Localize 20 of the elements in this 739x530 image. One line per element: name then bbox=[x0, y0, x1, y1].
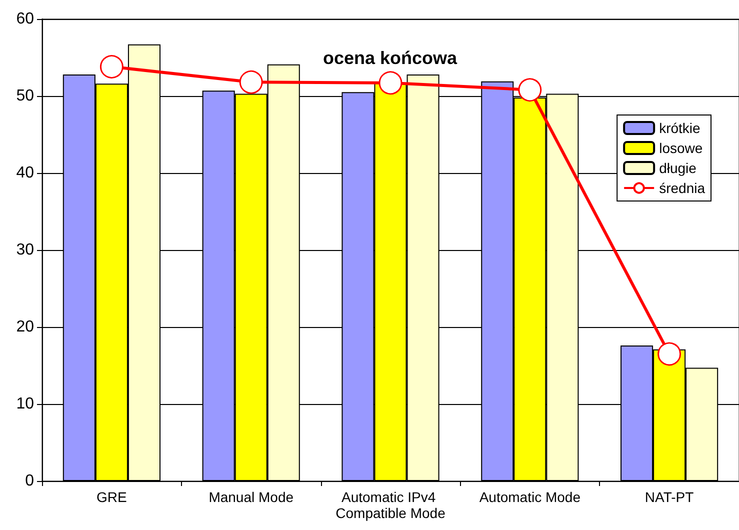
text: ocena końcowa bbox=[323, 48, 458, 68]
legend-label: średnia bbox=[659, 180, 706, 196]
x-tick-label: GRE bbox=[96, 489, 127, 505]
legend-label: krótkie bbox=[659, 120, 701, 136]
y-tick-label: 50 bbox=[16, 88, 34, 104]
y-tick-label: 40 bbox=[16, 164, 34, 182]
y-tick-label: 30 bbox=[16, 242, 34, 258]
x-tick-label: Manual Mode bbox=[208, 489, 294, 505]
point bbox=[658, 342, 682, 366]
x-tick-label: Automatic IPv4 Compatible Mode bbox=[336, 489, 446, 521]
point bbox=[518, 78, 542, 102]
point bbox=[378, 71, 402, 95]
legend-label: losowe bbox=[659, 140, 703, 156]
y-tick-label: 60 bbox=[16, 10, 34, 28]
y-tick-label: 0 bbox=[25, 472, 34, 490]
x-tick-label: Automatic Mode bbox=[479, 489, 581, 505]
y-tick-label: 20 bbox=[16, 318, 34, 336]
x-tick-label: NAT-PT bbox=[644, 489, 694, 505]
y-tick-label: 10 bbox=[16, 396, 34, 412]
legend-label: długie bbox=[659, 160, 697, 176]
